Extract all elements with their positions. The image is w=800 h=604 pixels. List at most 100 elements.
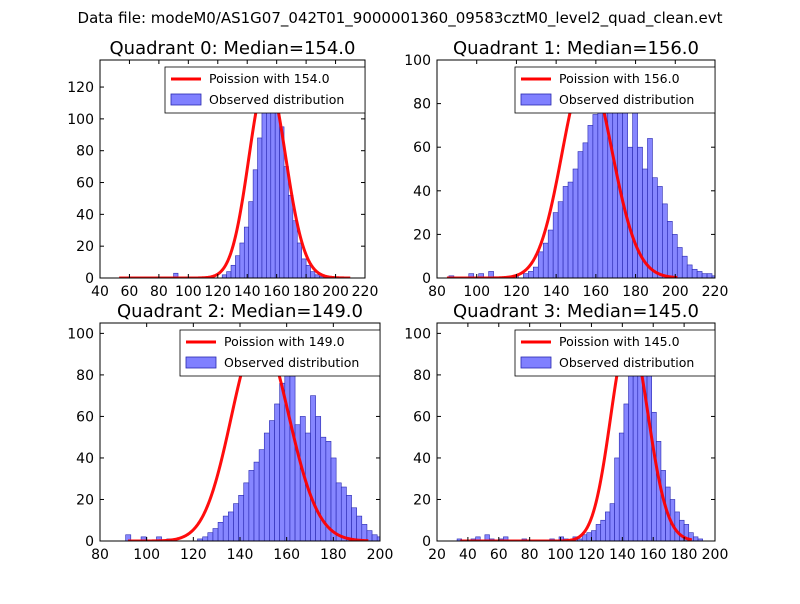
histogram-bar [652,177,658,278]
x-tick-label: 60 [490,547,508,563]
histogram-bar [239,242,245,278]
quadrant-3-axes-frame [436,322,716,542]
y-tick-label: 80 [413,368,431,384]
legend-bar-swatch [520,93,552,106]
y-tick-label: 60 [413,140,431,156]
histogram-bar [691,268,698,278]
x-tick-label: 180 [320,547,347,563]
histogram-bar [572,168,579,278]
histogram-bar [537,251,544,278]
y-tick-label: 40 [76,451,94,467]
histogram-bar [346,495,352,541]
histogram-bar [693,536,699,541]
quadrant-1-axes-frame [436,59,716,279]
y-tick-label: 80 [76,368,94,384]
histogram-bar [600,519,606,541]
y-tick-label: 40 [413,451,431,467]
histogram-bar [233,503,239,541]
y-tick-label: 80 [76,144,94,160]
quadrant-2-legend: Poission with 149.0 Observed distribution [179,329,381,377]
x-tick-label: 120 [204,284,231,300]
legend-entry-poisson: Poission with 145.0 [559,334,680,349]
histogram-bar [289,349,296,541]
histogram-bar [528,271,534,278]
y-tick-label: 100 [67,112,94,128]
histogram-bar [330,457,337,541]
x-tick-label: 140 [227,547,254,563]
x-tick-label: 200 [662,284,689,300]
histogram-bar [228,511,234,541]
histogram-bar [696,271,703,278]
histogram-bar [173,272,179,278]
x-tick-label: 200 [702,547,729,563]
histogram-bar [310,271,316,278]
quadrant-3-title: Quadrant 3: Median=145.0 [453,301,699,322]
histogram-bar [662,203,668,278]
figure-suptitle: Data file: modeM0/AS1G07_042T01_90000013… [77,9,723,27]
y-tick-label: 100 [404,326,431,342]
histogram-bar [257,137,263,278]
histogram-bar [283,166,289,278]
histogram-bar [622,107,628,278]
histogram-bar [609,503,615,541]
x-tick-label: 160 [263,284,290,300]
histogram-bar [706,273,713,278]
histogram-bar [646,370,652,541]
x-tick-label: 100 [463,284,490,300]
histogram-bar [296,242,302,278]
x-tick-label: 80 [91,547,109,563]
y-tick-label: 40 [76,207,94,223]
x-tick-label: 80 [521,547,539,563]
histogram-bar [618,432,625,541]
x-tick-label: 100 [175,284,202,300]
y-tick-label: 60 [76,409,94,425]
histogram-bar [591,530,597,541]
histogram-bar [667,221,673,278]
histogram-bar [701,273,708,278]
histogram-bar [582,142,589,278]
histogram-bar [266,86,272,278]
histogram-bar [577,151,584,278]
histogram-bar [274,403,280,541]
quadrant-0-legend: Poission with 154.0 Observed distribution [164,66,366,114]
histogram-bar [212,528,219,541]
y-tick-label: 40 [413,184,431,200]
histogram-bar [697,538,703,541]
histogram-bar [292,220,298,278]
histogram-bar [605,511,611,541]
quadrant-0-plot: 40 60 80 100 120 140 160 180 200 2200204060801001… [67,38,378,300]
histogram-bar [207,532,214,541]
histogram-bar [586,532,592,541]
x-tick-label: 80 [150,284,168,300]
histogram-bar [674,511,680,541]
histogram-bar [627,146,633,278]
legend-bar-swatch [520,356,552,369]
histogram-bar [676,247,683,278]
legend-bar-swatch [185,356,217,369]
histogram-bar [557,201,564,278]
histogram-bar [595,524,602,541]
x-tick-label: 40 [91,284,109,300]
quadrant-1-plot: 80 100 120 140 160 180 200 220 0 20 40 60 80 100 Quadr… [404,38,728,300]
histogram-bar [263,432,270,541]
histogram-bar [592,114,599,278]
x-tick-label: 120 [503,284,530,300]
histogram-bar [547,229,554,278]
histogram-bar [305,264,311,278]
y-tick-label: 60 [76,176,94,192]
x-tick-label: 200 [367,547,394,563]
histogram-bar [542,242,549,278]
quadrant-0-title: Quadrant 0: Median=154.0 [110,38,356,59]
histogram-bar [340,486,347,541]
histogram-bar [632,103,638,278]
histogram-bar [230,264,236,278]
histogram-bar [274,110,280,278]
y-tick-label: 0 [85,534,94,550]
y-tick-label: 100 [67,326,94,342]
histogram-bar [258,449,265,541]
histogram-bar [567,181,574,278]
histogram-bar [371,534,378,541]
histogram-bar [248,201,254,278]
